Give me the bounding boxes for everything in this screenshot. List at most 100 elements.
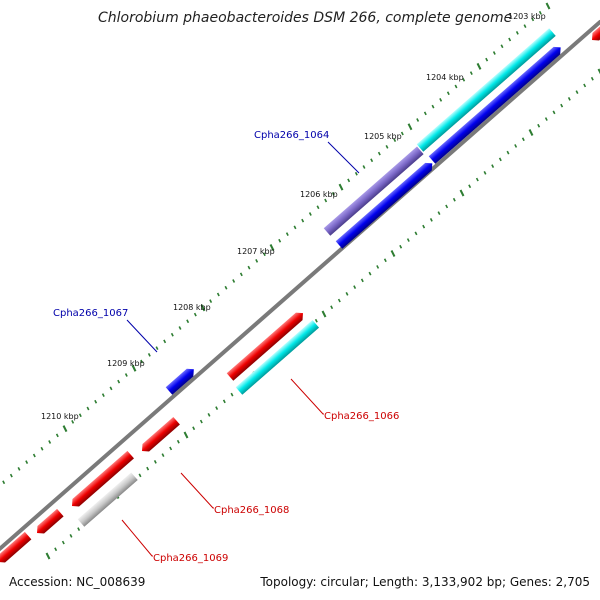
outer-tick-minor [186, 319, 190, 324]
inner-tick-minor [383, 258, 387, 263]
inner-tick-minor [491, 164, 495, 168]
outer-tick-minor [416, 118, 420, 122]
outer-tick-minor [25, 460, 29, 465]
outer-tick-minor [94, 399, 98, 404]
outer-tick-minor [485, 57, 489, 62]
outer-tick-major [407, 123, 413, 131]
inner-tick-minor [506, 150, 510, 155]
inner-tick-minor [345, 291, 349, 296]
inner-tick-minor [368, 271, 372, 276]
inner-tick-minor [537, 123, 541, 128]
outer-tick-minor [515, 30, 519, 35]
inner-tick-minor [498, 157, 502, 162]
accession-text: Accession: NC_008639 [9, 575, 146, 589]
callout-line-1067 [126, 319, 158, 353]
outer-tick-minor [393, 138, 397, 143]
tick-label: 1206 kbp [300, 190, 338, 199]
tick-labels: 1203 kbp 1204 kbp 1205 kbp 1206 kbp 1207 kbp… [41, 12, 546, 421]
inner-tick-minor [514, 144, 518, 148]
outer-tick-minor [224, 285, 228, 290]
inner-tick-major [459, 189, 465, 197]
gene-cpha266-1066-red-upper[interactable] [226, 309, 307, 381]
outer-tick-minor [155, 346, 159, 350]
callout-line-1068 [180, 472, 214, 509]
label-cpha266-1066: Cpha266_1066 [324, 411, 399, 422]
outer-tick-minor [354, 171, 358, 176]
inner-tick-minor [483, 170, 487, 175]
inner-tick-minor [69, 533, 73, 538]
inner-tick-minor [77, 527, 81, 531]
inner-tick-minor [161, 453, 165, 458]
tick-label: 1208 kbp [173, 303, 211, 312]
callout-line-1069 [121, 519, 153, 557]
outer-tick-minor [492, 51, 496, 55]
genome-backbone [0, 20, 600, 552]
gene-cpha266-1063-cyan[interactable] [416, 28, 556, 152]
tick-label: 1209 kbp [107, 359, 145, 368]
outer-tick-minor [193, 312, 197, 317]
gene-cpha266-1064[interactable] [323, 146, 424, 236]
gene-cpha266-1068[interactable] [69, 450, 134, 510]
outer-tick-minor [262, 252, 266, 257]
inner-tick-minor [399, 244, 403, 249]
inner-tick-minor [575, 90, 579, 95]
inner-tick-minor [192, 426, 196, 431]
outer-tick-minor [17, 467, 21, 471]
outer-tick-minor [301, 218, 305, 223]
outer-tick-minor [370, 158, 374, 163]
outer-tick-minor [178, 326, 182, 330]
outer-tick-minor [308, 212, 312, 216]
outer-tick-minor [48, 440, 52, 444]
gene-blue-forward-mid[interactable] [335, 160, 436, 249]
outer-tick-minor [255, 259, 259, 263]
inner-tick-minor [406, 238, 410, 242]
outer-tick-minor [500, 44, 504, 49]
inner-tick-minor [153, 460, 157, 464]
inner-tick-minor [552, 110, 556, 115]
inner-tick-minor [337, 298, 341, 303]
inner-tick-minor [422, 224, 426, 229]
outer-tick-minor [9, 473, 13, 478]
inner-tick-major [321, 310, 327, 318]
callout-line-1064 [327, 141, 360, 174]
tick-label: 1207 kbp [237, 247, 275, 256]
outer-tick-minor [508, 37, 512, 42]
inner-tick-minor [61, 540, 65, 545]
inner-tick-minor [169, 446, 173, 451]
outer-tick-minor [86, 406, 90, 411]
label-cpha266-1069: Cpha266_1069 [153, 553, 228, 564]
label-cpha266-1068: Cpha266_1068 [214, 505, 289, 516]
topology-info: Topology: circular; Length: 3,133,902 bp… [260, 575, 590, 589]
outer-tick-minor [377, 151, 381, 156]
gene-cpha266-1066[interactable] [235, 320, 320, 395]
inner-tick-minor [468, 184, 472, 189]
outer-tick-minor [446, 91, 450, 96]
outer-tick-minor [247, 265, 251, 270]
gene-blue-forward-long[interactable] [428, 44, 564, 164]
outer-tick-major [131, 364, 137, 372]
gene-cpha266-1067[interactable] [165, 366, 197, 395]
inner-tick-minor [475, 177, 479, 182]
outer-tick-minor [55, 433, 59, 438]
gene-cpha266-1068-red-top[interactable] [139, 416, 180, 455]
outer-tick-minor [347, 178, 351, 183]
outer-tick-minor [124, 373, 128, 377]
outer-tick-minor [431, 104, 435, 109]
gene-red-edge-right[interactable] [589, 23, 600, 44]
outer-tick-minor [232, 279, 236, 283]
inner-tick-minor [376, 265, 380, 269]
outer-tick-major [269, 244, 275, 251]
inner-tick-minor [437, 211, 441, 216]
inner-tick-minor [146, 466, 150, 471]
inner-tick-major [390, 250, 396, 257]
outer-tick-minor [469, 71, 473, 75]
inner-tick-minor [199, 419, 203, 424]
outer-tick-minor [216, 292, 220, 297]
inner-tick-minor [353, 285, 357, 289]
gene-cpha266-1069[interactable] [77, 472, 138, 527]
gene-red-edge-left[interactable] [0, 531, 32, 566]
gene-red-small-left[interactable] [34, 508, 64, 537]
outer-tick-minor [285, 232, 289, 236]
outer-tick-row [2, 2, 551, 485]
